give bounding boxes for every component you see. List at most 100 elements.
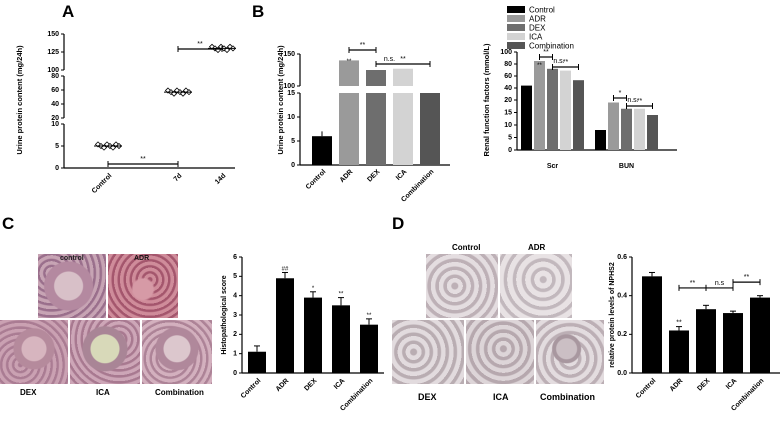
c-bar	[276, 278, 294, 373]
b2-bar	[560, 70, 571, 150]
micrograph-c-control: control	[38, 254, 106, 318]
d-y-tick-label: 0.2	[617, 331, 627, 338]
b2-bar	[595, 130, 606, 150]
c-bar	[360, 324, 378, 373]
micrograph-d-dex-label: DEX	[418, 392, 437, 402]
a-y-tick-label: 10	[51, 121, 59, 128]
c-y-axis-title: Histopathological score	[221, 275, 228, 354]
micrograph-d-combination	[536, 320, 604, 384]
micrograph-d-adr	[500, 254, 572, 318]
b2-bun-sig-1-label: *	[619, 90, 622, 97]
c-x-tick-label: Control	[240, 377, 263, 400]
b1-y-axis-title: Urine protein content (mg/24h)	[276, 45, 285, 155]
c-bar	[332, 305, 350, 373]
micrograph-c-combination	[142, 320, 212, 384]
b1-sig-2-label: **	[400, 56, 406, 63]
b2-legend-label: ICA	[529, 33, 543, 42]
b2-bar	[547, 68, 558, 150]
b2-scr-ns: n.s.	[553, 58, 564, 65]
b1-bar-lower	[339, 93, 359, 165]
b2-group-label: BUN	[619, 163, 634, 170]
b2-y-tick-label: 20	[504, 97, 512, 104]
b1-bar-lower	[420, 93, 440, 165]
b2-scr-bar-label: **	[537, 63, 542, 69]
d-y-tick-label: 0.6	[617, 254, 627, 261]
b2-bar	[608, 102, 619, 150]
chart-b2: 0 5 10 15 20 40 60 80 100 Renal function factors …	[482, 6, 677, 170]
micrograph-d-ica	[466, 320, 534, 384]
d-sig-3-label: **	[744, 274, 750, 281]
panel-letter-b: B	[252, 2, 265, 21]
b2-y-tick-label: 60	[504, 73, 512, 80]
micrograph-c-ica	[70, 320, 140, 384]
panel-letter-a: A	[62, 2, 75, 21]
b2-legend-swatch	[507, 24, 525, 31]
b1-bar-label: **	[347, 59, 352, 65]
a-y-tick-label: 5	[55, 143, 59, 150]
a-y-axis-title: Urine protein content (mg/24h)	[15, 45, 24, 155]
micrograph-d-ica-label: ICA	[493, 392, 509, 402]
micrograph-c-control-label: control	[60, 255, 84, 262]
a-x-tick-label: 14d	[214, 172, 227, 185]
c-y-tick-label: 5	[233, 273, 237, 280]
panel-letter-d: D	[392, 214, 405, 233]
d-x-tick-label: DEX	[696, 377, 711, 392]
d-bar	[696, 309, 716, 373]
b2-legend-swatch	[507, 6, 525, 13]
a-sig-2-label: **	[197, 41, 203, 48]
d-bar	[750, 297, 770, 373]
c-x-tick-label: ADR	[275, 377, 291, 393]
b2-scr-sig-2-label: **	[563, 59, 569, 66]
micrograph-d-control	[426, 254, 498, 318]
b1-bar-lower	[366, 93, 386, 165]
b2-bun-sig-2-label: **	[637, 98, 643, 105]
c-y-tick-label: 1	[233, 351, 237, 358]
micrograph-c-ica-label: ICA	[96, 388, 110, 397]
b1-bar-upper	[366, 70, 386, 86]
micrograph-d-adr-label: ADR	[528, 243, 546, 252]
c-bar-label: *	[312, 286, 315, 292]
b2-legend-swatch	[507, 42, 525, 49]
micrograph-c-dex-label: DEX	[20, 388, 37, 397]
b2-bar	[573, 80, 584, 150]
chart-c: 0 1 2 3 4 5 6 Histopathological score Control ## A…	[221, 254, 384, 413]
b1-y-tick-label: 5	[291, 138, 295, 145]
b2-y-tick-label: 0	[508, 147, 512, 154]
b1-y-tick-label: 15	[287, 90, 295, 97]
b2-y-tick-label: 10	[504, 122, 512, 129]
micrograph-c-adr: ADR	[108, 254, 178, 318]
micrograph-d-control-label: Control	[452, 243, 481, 252]
b2-y-tick-label: 15	[504, 109, 512, 116]
b2-y-tick-label: 5	[508, 134, 512, 141]
a-y-tick-label: 20	[51, 115, 59, 122]
d-y-axis-title: relative protein levels of NPHS2	[609, 262, 616, 368]
b2-legend-label: DEX	[529, 24, 546, 33]
b1-y-tick-label: 100	[283, 83, 295, 90]
b2-scr-sig-1-label: **	[543, 49, 549, 56]
a-y-tick-label: 125	[47, 49, 59, 56]
b2-y-tick-label: 100	[500, 49, 512, 56]
a-y-tick-label: 100	[47, 67, 59, 74]
b1-x-tick-label: DEX	[366, 168, 381, 183]
b1-y-tick-label: 0	[291, 162, 295, 169]
d-x-tick-label: Control	[635, 377, 658, 400]
c-y-tick-label: 0	[233, 370, 237, 377]
micrograph-c-combination-label: Combination	[155, 388, 204, 397]
c-bar-label: **	[339, 292, 344, 298]
d-sig-1-label: **	[690, 280, 696, 287]
a-x-tick-label: 7d	[173, 172, 184, 183]
b2-legend-label: Control	[529, 6, 555, 15]
c-y-tick-label: 6	[233, 254, 237, 261]
b1-bar-lower	[393, 93, 413, 165]
a-x-tick-label: Control	[91, 172, 114, 195]
b1-bar-upper	[393, 68, 413, 86]
b1-x-tick-label: ICA	[395, 168, 408, 181]
a-y-tick-label: 150	[47, 31, 59, 38]
b2-bar	[534, 61, 545, 150]
d-bar	[669, 330, 689, 373]
micrograph-d-dex	[392, 320, 464, 384]
b1-sig-1-label: **	[360, 42, 366, 49]
b1-y-tick-label: 10	[287, 114, 295, 121]
b1-sig-ns: n.s.	[384, 56, 395, 63]
